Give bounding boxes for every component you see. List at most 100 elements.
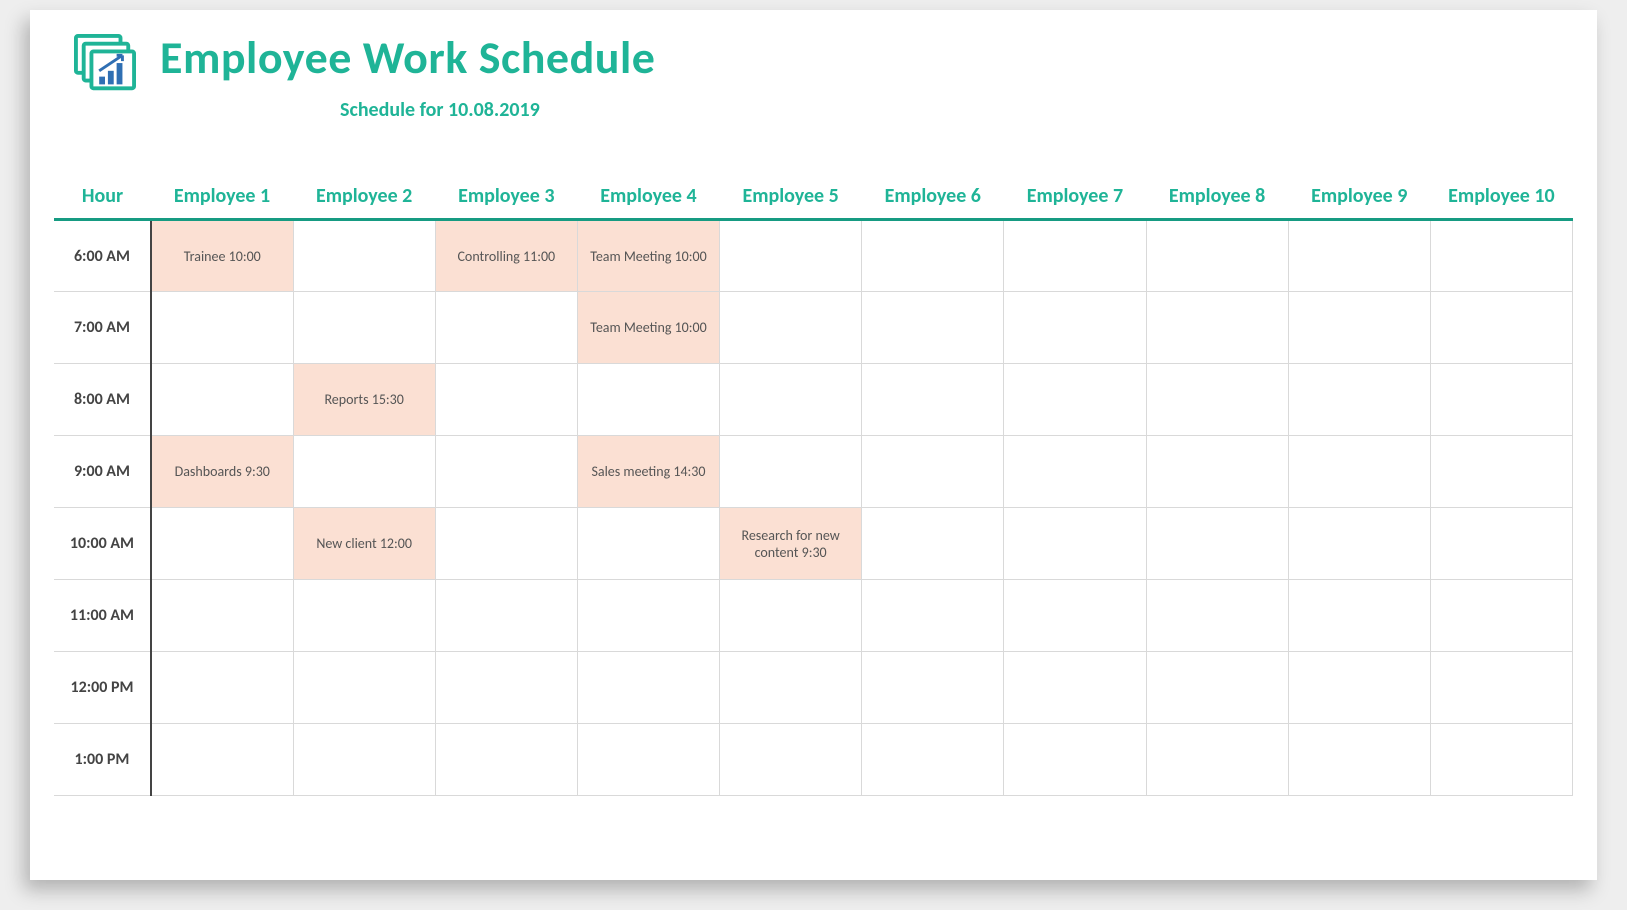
schedule-cell[interactable] <box>577 364 719 436</box>
schedule-cell[interactable] <box>151 724 293 796</box>
schedule-cell[interactable]: Team Meeting 10:00 <box>577 220 719 292</box>
table-row: 8:00 AM Reports 15:30 <box>54 364 1573 436</box>
schedule-cell[interactable] <box>1430 436 1572 508</box>
schedule-cell[interactable] <box>293 292 435 364</box>
schedule-cell[interactable] <box>1288 364 1430 436</box>
schedule-cell[interactable] <box>577 652 719 724</box>
hour-cell: 7:00 AM <box>54 292 151 364</box>
schedule-cell[interactable] <box>720 580 862 652</box>
schedule-cell[interactable] <box>1288 436 1430 508</box>
schedule-cell[interactable] <box>862 580 1004 652</box>
employee-header: Employee 1 <box>151 178 293 220</box>
employee-header: Employee 5 <box>720 178 862 220</box>
schedule-cell[interactable] <box>293 724 435 796</box>
schedule-cell[interactable] <box>1146 652 1288 724</box>
table-header-row: HourEmployee 1Employee 2Employee 3Employ… <box>54 178 1573 220</box>
schedule-cell[interactable] <box>1430 724 1572 796</box>
schedule-cell[interactable] <box>1288 508 1430 580</box>
schedule-cell[interactable] <box>1288 652 1430 724</box>
hour-cell: 10:00 AM <box>54 508 151 580</box>
schedule-cell[interactable] <box>1004 724 1146 796</box>
schedule-cell[interactable] <box>577 580 719 652</box>
schedule-cell[interactable]: Team Meeting 10:00 <box>577 292 719 364</box>
schedule-cell[interactable] <box>1146 292 1288 364</box>
header-row: Employee Work Schedule Schedule for 10.0… <box>54 28 1573 122</box>
schedule-cell[interactable] <box>1004 364 1146 436</box>
hour-cell: 8:00 AM <box>54 364 151 436</box>
schedule-cell[interactable] <box>151 364 293 436</box>
employee-header: Employee 10 <box>1430 178 1572 220</box>
schedule-cell[interactable] <box>151 508 293 580</box>
schedule-cell[interactable] <box>720 292 862 364</box>
schedule-cell[interactable]: Research for new content 9:30 <box>720 508 862 580</box>
schedule-cell[interactable] <box>577 508 719 580</box>
schedule-cell[interactable] <box>1004 292 1146 364</box>
schedule-cell[interactable] <box>1004 220 1146 292</box>
employee-header: Employee 9 <box>1288 178 1430 220</box>
schedule-cell[interactable]: Trainee 10:00 <box>151 220 293 292</box>
schedule-cell[interactable] <box>1146 436 1288 508</box>
schedule-cell[interactable] <box>1288 220 1430 292</box>
schedule-cell[interactable] <box>293 436 435 508</box>
schedule-cell[interactable] <box>720 724 862 796</box>
schedule-cell[interactable] <box>720 364 862 436</box>
schedule-cell[interactable] <box>577 724 719 796</box>
schedule-cell[interactable] <box>293 580 435 652</box>
schedule-cell[interactable] <box>1288 724 1430 796</box>
schedule-cell[interactable] <box>1288 292 1430 364</box>
schedule-cell[interactable] <box>1430 292 1572 364</box>
schedule-cell[interactable] <box>435 364 577 436</box>
schedule-cell[interactable] <box>720 436 862 508</box>
schedule-cell[interactable] <box>435 508 577 580</box>
schedule-cell[interactable] <box>435 292 577 364</box>
table-row: 12:00 PM <box>54 652 1573 724</box>
schedule-cell[interactable] <box>862 652 1004 724</box>
schedule-cell[interactable] <box>720 220 862 292</box>
schedule-cell[interactable] <box>293 652 435 724</box>
schedule-cell[interactable] <box>151 292 293 364</box>
schedule-cell[interactable] <box>435 652 577 724</box>
table-row: 1:00 PM <box>54 724 1573 796</box>
schedule-cell[interactable] <box>862 220 1004 292</box>
schedule-cell[interactable] <box>1146 580 1288 652</box>
schedule-cell[interactable] <box>1430 508 1572 580</box>
schedule-cell[interactable] <box>862 292 1004 364</box>
hour-cell: 1:00 PM <box>54 724 151 796</box>
schedule-cell[interactable] <box>1146 724 1288 796</box>
schedule-cell[interactable]: Reports 15:30 <box>293 364 435 436</box>
schedule-cell[interactable] <box>151 652 293 724</box>
schedule-cell[interactable] <box>862 508 1004 580</box>
schedule-cell[interactable] <box>1004 580 1146 652</box>
schedule-cell[interactable]: Controlling 11:00 <box>435 220 577 292</box>
schedule-cell[interactable] <box>151 580 293 652</box>
schedule-cell[interactable]: Dashboards 9:30 <box>151 436 293 508</box>
schedule-cell[interactable] <box>720 652 862 724</box>
schedule-cell[interactable]: Sales meeting 14:30 <box>577 436 719 508</box>
schedule-cell[interactable] <box>1430 364 1572 436</box>
schedule-cell[interactable] <box>1146 364 1288 436</box>
schedule-cell[interactable] <box>1430 220 1572 292</box>
employee-header: Employee 7 <box>1004 178 1146 220</box>
table-row: 10:00 AM New client 12:00 Research for new… <box>54 508 1573 580</box>
schedule-cell[interactable] <box>1430 652 1572 724</box>
employee-header: Employee 8 <box>1146 178 1288 220</box>
schedule-cell[interactable] <box>862 436 1004 508</box>
schedule-cell[interactable] <box>1430 580 1572 652</box>
schedule-cell[interactable] <box>435 580 577 652</box>
schedule-cell[interactable] <box>1146 508 1288 580</box>
schedule-cell[interactable] <box>1146 220 1288 292</box>
schedule-cell[interactable] <box>1004 652 1146 724</box>
schedule-cell[interactable] <box>293 220 435 292</box>
table-row: 6:00 AMTrainee 10:00Controlling 11:00Tea… <box>54 220 1573 292</box>
schedule-cell[interactable]: New client 12:00 <box>293 508 435 580</box>
schedule-cell[interactable] <box>1288 580 1430 652</box>
schedule-cell[interactable] <box>862 364 1004 436</box>
schedule-cell[interactable] <box>435 436 577 508</box>
schedule-cell[interactable] <box>862 724 1004 796</box>
page-title: Employee Work Schedule <box>160 34 655 82</box>
schedule-cell[interactable] <box>1004 436 1146 508</box>
table-row: 9:00 AMDashboards 9:30Sales meeting 14:3… <box>54 436 1573 508</box>
schedule-cell[interactable] <box>1004 508 1146 580</box>
table-row: 7:00 AM Team Meeting 10:00 <box>54 292 1573 364</box>
schedule-cell[interactable] <box>435 724 577 796</box>
